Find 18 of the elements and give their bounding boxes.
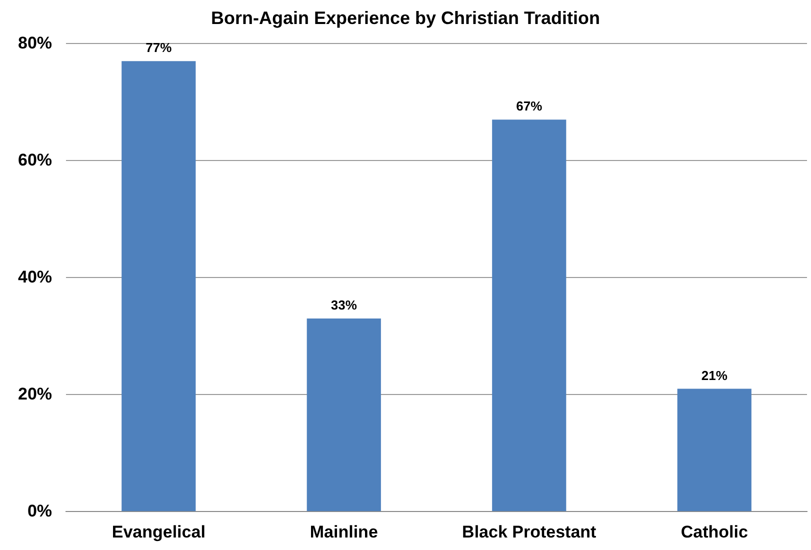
y-tick-label: 0% [27,501,52,520]
chart-title: Born-Again Experience by Christian Tradition [210,8,600,28]
data-label: 21% [701,368,728,383]
data-label: 67% [516,98,543,114]
y-tick-label: 40% [18,267,52,286]
bar [677,388,752,512]
y-tick-label: 20% [18,384,52,404]
x-tick-label: Evangelical [112,522,206,542]
data-label: 33% [330,298,358,313]
data-label: 77% [146,40,172,56]
y-tick-label: 80% [18,33,52,52]
bar [306,318,381,512]
x-tick-label: Black Protestant [462,522,597,542]
x-tick-label: Mainline [310,522,378,542]
x-tick-label: Catholic [680,522,748,542]
y-tick-label: 60% [18,150,52,170]
bar [492,120,566,512]
bar [122,61,196,512]
